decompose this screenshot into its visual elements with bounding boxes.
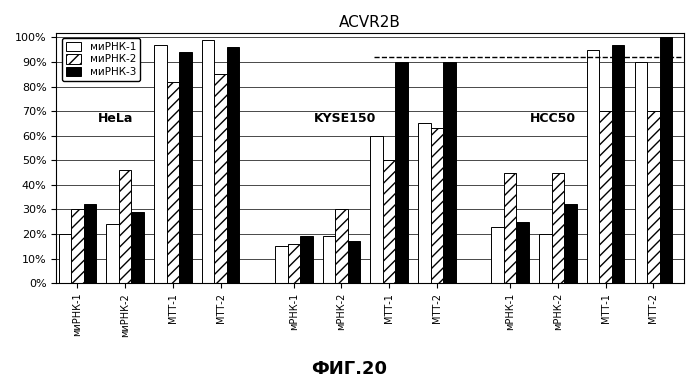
Bar [517, 222, 529, 283]
Title: ACVR2B: ACVR2B [339, 15, 401, 30]
Text: KYSE150: KYSE150 [314, 112, 376, 125]
Bar [612, 45, 624, 283]
Bar [539, 234, 552, 283]
Bar [275, 246, 287, 283]
Bar [635, 62, 647, 283]
Bar [336, 209, 347, 283]
Bar [660, 37, 672, 283]
Bar [179, 52, 192, 283]
Text: HCC50: HCC50 [531, 112, 577, 125]
Bar [84, 204, 96, 283]
Bar [587, 50, 599, 283]
Bar [323, 236, 336, 283]
Bar [383, 160, 396, 283]
Legend: миРНК-1, миРНК-2, миРНК-3: миРНК-1, миРНК-2, миРНК-3 [62, 38, 140, 81]
Bar [564, 204, 577, 283]
Bar [370, 136, 383, 283]
Text: HeLa: HeLa [97, 112, 133, 125]
Bar [202, 40, 215, 283]
Bar [599, 111, 612, 283]
Bar [59, 234, 71, 283]
Bar [287, 244, 300, 283]
Bar [106, 224, 119, 283]
Bar [166, 82, 179, 283]
Bar [215, 74, 226, 283]
Text: ФИГ.20: ФИГ.20 [312, 360, 387, 378]
Bar [71, 209, 84, 283]
Bar [154, 45, 166, 283]
Bar [491, 226, 504, 283]
Bar [418, 124, 431, 283]
Bar [396, 62, 408, 283]
Bar [552, 172, 564, 283]
Bar [431, 129, 443, 283]
Bar [443, 62, 456, 283]
Bar [347, 241, 360, 283]
Bar [131, 212, 144, 283]
Bar [226, 47, 239, 283]
Bar [504, 172, 517, 283]
Bar [119, 170, 131, 283]
Bar [300, 236, 312, 283]
Bar [647, 111, 660, 283]
